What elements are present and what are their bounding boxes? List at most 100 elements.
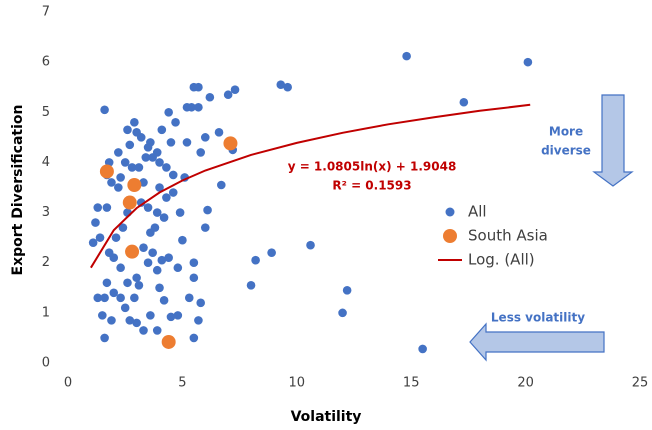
point	[214, 128, 224, 137]
point	[194, 82, 203, 92]
point	[194, 102, 203, 112]
point	[283, 82, 292, 92]
point	[157, 125, 167, 135]
point	[194, 316, 203, 325]
point	[152, 208, 162, 217]
y-axis-title: Export Diversification	[10, 105, 26, 276]
point	[116, 293, 125, 303]
point	[118, 223, 128, 232]
point	[166, 138, 176, 147]
point	[139, 178, 148, 187]
point	[523, 57, 533, 67]
point	[155, 183, 164, 192]
legend-label: South Asia	[468, 227, 548, 245]
trend-line	[90, 103, 531, 269]
point	[178, 235, 187, 245]
point	[139, 243, 148, 252]
point	[102, 278, 112, 288]
point	[127, 163, 137, 172]
y-tick-label: 0	[42, 356, 50, 371]
annotation: diverse	[541, 144, 591, 158]
point	[152, 148, 162, 157]
point	[159, 213, 169, 222]
point	[182, 138, 192, 147]
point	[102, 203, 112, 212]
point	[223, 90, 233, 100]
point	[130, 118, 139, 127]
point	[182, 102, 192, 112]
point	[159, 296, 169, 305]
point	[152, 265, 162, 275]
point	[173, 263, 183, 273]
point	[402, 51, 411, 61]
x-tick-label: 15	[403, 376, 420, 391]
point	[99, 164, 114, 179]
point	[205, 92, 215, 102]
point	[162, 163, 171, 172]
left-arrow	[469, 322, 605, 362]
point	[143, 258, 153, 268]
point	[246, 280, 256, 290]
point	[125, 140, 135, 150]
point	[114, 148, 123, 157]
point	[132, 273, 141, 283]
point	[157, 255, 167, 265]
point	[203, 205, 212, 215]
point	[114, 183, 123, 192]
point	[98, 311, 107, 320]
point	[95, 233, 105, 242]
annotations: More diverse Less volatility y = 1.0805l…	[288, 94, 634, 362]
x-tick-label: 10	[289, 376, 306, 391]
x-tick-label: 0	[64, 376, 72, 391]
point	[116, 173, 125, 182]
point	[150, 223, 160, 232]
point	[184, 293, 194, 303]
legend-label: All	[468, 203, 487, 221]
point	[141, 153, 151, 162]
point	[91, 218, 100, 227]
point	[200, 223, 210, 232]
point	[123, 278, 132, 288]
point	[123, 125, 132, 135]
point	[306, 240, 315, 250]
point	[171, 118, 180, 127]
down-arrow	[592, 94, 634, 187]
trend-r2: R² = 0.1593	[332, 179, 411, 193]
point	[230, 85, 240, 95]
point	[100, 293, 109, 303]
y-tick-label: 5	[42, 105, 50, 120]
point	[152, 326, 162, 335]
trend-equation: y = 1.0805ln(x) + 1.9048	[288, 160, 457, 174]
point	[175, 208, 185, 217]
legend-swatch	[443, 229, 457, 243]
point	[162, 193, 171, 202]
point	[189, 273, 199, 283]
point	[125, 244, 140, 259]
x-axis-title: Volatility	[291, 409, 362, 425]
point	[100, 105, 109, 115]
point	[134, 163, 144, 172]
x-tick-label: 25	[632, 376, 649, 391]
point	[155, 158, 164, 167]
point	[168, 170, 178, 180]
legend-label: Log. (All)	[468, 251, 535, 269]
annotation: More	[549, 125, 583, 139]
point	[164, 107, 173, 117]
point	[88, 238, 98, 247]
point	[130, 293, 139, 303]
y-tick-label: 7	[42, 5, 50, 20]
point	[132, 128, 141, 137]
point	[200, 133, 210, 142]
point	[267, 248, 276, 257]
point	[107, 178, 116, 187]
point	[143, 143, 153, 152]
point	[122, 195, 137, 210]
point	[459, 97, 469, 107]
x-tick-label: 20	[517, 376, 534, 391]
y-tick-label: 3	[42, 205, 50, 220]
point	[116, 263, 125, 273]
point	[109, 288, 119, 298]
point	[120, 158, 130, 167]
point	[418, 344, 427, 354]
point	[166, 312, 176, 322]
